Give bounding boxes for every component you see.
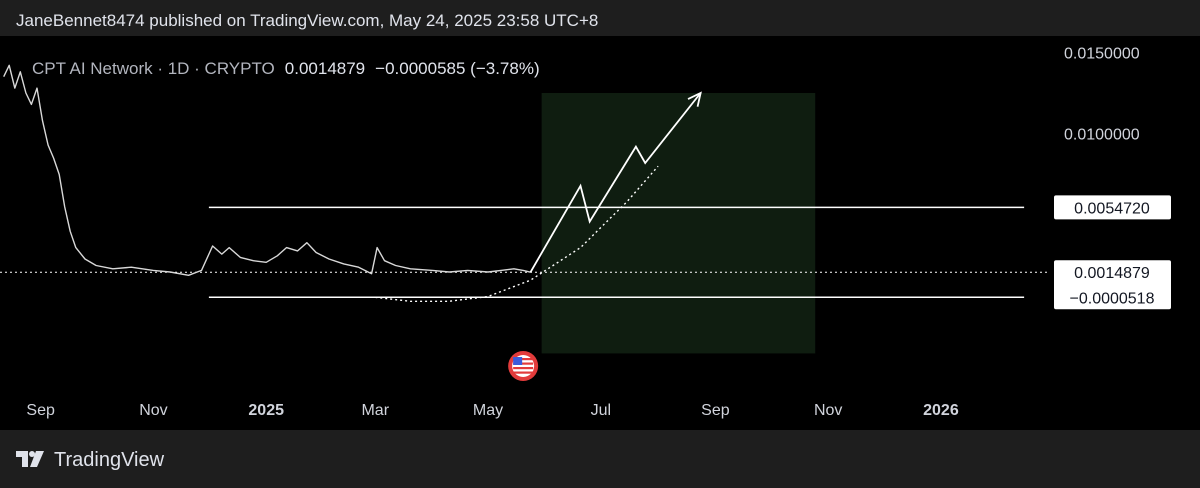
last-price: 0.0014879 bbox=[284, 59, 366, 78]
price-label: 0.0054720 bbox=[1074, 200, 1150, 217]
price-change: −0.0000585 (−3.78%) bbox=[375, 59, 540, 78]
symbol-name: CPT AI Network · 1D · CRYPTO bbox=[32, 59, 275, 78]
price-label: −0.0000518 bbox=[1070, 290, 1155, 307]
x-tick-label: 2025 bbox=[248, 402, 284, 419]
price-chart[interactable]: Sep Nov 2025 Mar May Jul Sep Nov 2026 0.0150000 0.… bbox=[0, 36, 1200, 430]
x-tick-label: Nov bbox=[814, 402, 842, 419]
projection-arrowhead bbox=[687, 91, 702, 107]
y-tick-label: 0.0150000 bbox=[1064, 45, 1140, 62]
price-label-box bbox=[1054, 285, 1171, 310]
y-tick-label: 0.0100000 bbox=[1064, 127, 1140, 144]
x-tick-label: Nov bbox=[139, 402, 167, 419]
footer: TradingView bbox=[0, 430, 1200, 488]
projection-curve bbox=[375, 165, 659, 302]
x-tick-label: Mar bbox=[361, 402, 389, 419]
target-zone bbox=[541, 92, 816, 354]
x-tick-label: Jul bbox=[591, 402, 611, 419]
projection-path bbox=[529, 92, 702, 273]
header: JaneBennet8474 published on TradingView.… bbox=[0, 0, 1200, 36]
symbol-legend: CPT AI Network · 1D · CRYPTO 0.0014879 −0.… bbox=[32, 59, 540, 79]
x-tick-label: May bbox=[473, 402, 503, 419]
chart-area[interactable]: Sep Nov 2025 Mar May Jul Sep Nov 2026 0.0150000 0.… bbox=[0, 36, 1200, 430]
x-tick-label: Sep bbox=[701, 402, 730, 419]
x-tick-label: Sep bbox=[26, 402, 55, 419]
price-label: 0.0014879 bbox=[1074, 265, 1150, 282]
publisher-line: JaneBennet8474 published on TradingView.… bbox=[16, 11, 599, 30]
us-flag-icon bbox=[508, 351, 539, 381]
price-series bbox=[3, 64, 531, 277]
tradingview-logo-icon bbox=[16, 451, 44, 467]
brand-name: TradingView bbox=[54, 449, 165, 471]
x-tick-label: 2026 bbox=[923, 402, 959, 419]
price-label-box bbox=[1054, 195, 1171, 220]
